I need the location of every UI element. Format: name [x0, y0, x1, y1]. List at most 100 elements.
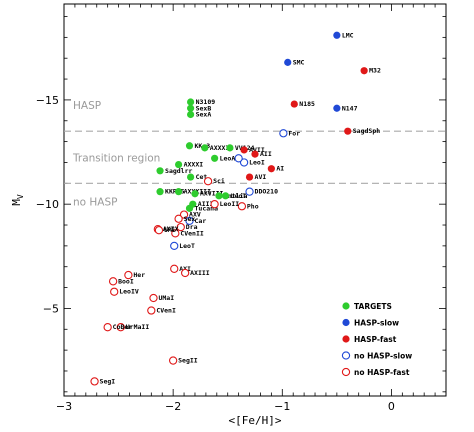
point-label: LeoT	[231, 192, 247, 200]
data-point	[156, 167, 164, 175]
point-label: N147	[342, 104, 358, 112]
point-label: LeoI	[249, 158, 265, 166]
x-tick-label: −1	[274, 400, 290, 413]
point-label: M32	[369, 67, 381, 75]
x-axis-label: <[Fe/H]>	[229, 414, 282, 427]
point-label: Car	[195, 217, 207, 225]
data-point	[179, 210, 189, 219]
data-point	[245, 173, 254, 181]
data-point	[221, 192, 230, 200]
data-point	[110, 287, 119, 296]
point-label: SegII	[178, 357, 198, 365]
data-point	[210, 200, 219, 209]
legend-label: no HASP-fast	[354, 368, 410, 377]
point-label: UMi	[164, 226, 176, 234]
point-label: SagdSph	[353, 127, 380, 135]
point-label: SMC	[293, 58, 305, 66]
point-label: SexB	[196, 104, 212, 112]
data-point	[180, 268, 190, 278]
data-point	[124, 270, 133, 280]
data-point	[284, 58, 292, 66]
data-point	[237, 202, 247, 211]
data-point	[175, 188, 183, 196]
data-point	[215, 192, 223, 200]
plot-frame	[63, 3, 447, 397]
point-label: Tucana	[195, 204, 219, 212]
data-point	[360, 67, 368, 75]
y-axis-label: MV	[10, 194, 25, 206]
legend-marker	[342, 335, 350, 343]
point-label: AIII	[198, 200, 214, 208]
point-label: LeoT	[179, 242, 195, 250]
y-tick-label: −5	[43, 302, 59, 315]
point-label: CVenII	[180, 229, 204, 237]
data-point	[154, 226, 164, 235]
data-point	[187, 173, 195, 181]
data-point	[103, 323, 112, 332]
point-label: Her	[133, 271, 145, 279]
point-label: AI	[276, 165, 284, 173]
data-point	[239, 158, 249, 167]
point-label: N3109	[196, 98, 216, 106]
data-point	[290, 100, 298, 108]
point-label: LeoII	[220, 200, 240, 208]
data-point	[149, 293, 158, 303]
data-point	[211, 154, 219, 162]
data-point	[203, 177, 213, 186]
data-point	[245, 187, 254, 196]
point-label: BooI	[118, 277, 134, 285]
data-point	[267, 165, 275, 173]
x-tick-label: −2	[165, 400, 181, 413]
region-group: HASP Transition region no HASP	[64, 100, 446, 208]
data-point	[90, 377, 99, 386]
point-label: CoBer	[113, 323, 133, 331]
data-point	[344, 127, 352, 135]
data-point	[168, 356, 178, 365]
point-label: AXI	[179, 265, 191, 273]
data-point	[156, 188, 164, 196]
legend-marker	[341, 367, 351, 377]
point-label: CVenI	[156, 307, 176, 315]
data-point	[170, 264, 179, 273]
point-label: LMC	[342, 31, 354, 39]
point-label: N185	[299, 100, 315, 108]
data-point	[191, 190, 199, 198]
legend-label: no HASP-slow	[354, 352, 412, 361]
point-label: SexA	[196, 111, 212, 119]
point-label: Pho	[247, 202, 259, 210]
point-label: Cet	[196, 173, 208, 181]
data-point	[108, 277, 118, 286]
data-point	[187, 98, 195, 106]
point-label: AVII	[249, 146, 265, 154]
axis-ticks: −3 −2 −1 0−5−10−15	[36, 4, 447, 413]
data-point	[171, 229, 180, 238]
nohasp-region-label: no HASP	[73, 196, 118, 208]
data-point	[279, 129, 288, 138]
point-label: UrMaII	[126, 323, 150, 331]
point-label: AXVIII	[200, 190, 224, 198]
hasp-region-label: HASP	[73, 100, 101, 112]
data-point	[187, 104, 195, 112]
legend-marker	[342, 302, 350, 310]
data-point	[187, 110, 195, 119]
point-label: SegI	[100, 377, 116, 385]
legend-label: TARGETS	[354, 302, 392, 311]
point-label: AVI	[255, 173, 267, 181]
data-point	[185, 142, 194, 150]
data-points: N3109SexBSexAKKs3AXXXIIVV124LeoAAXXXISag…	[90, 31, 381, 386]
point-label: KKR25	[165, 188, 185, 196]
data-point	[185, 216, 194, 226]
point-label: AXXXI	[184, 161, 204, 169]
point-label: Sagdlrr	[165, 167, 192, 175]
data-point	[176, 222, 185, 232]
data-point	[333, 104, 341, 112]
point-label: DDO210	[255, 188, 279, 196]
point-label: AXXXII	[210, 144, 234, 152]
transition-region-label: Transition region	[72, 152, 160, 164]
point-label: LeoIV	[119, 288, 139, 296]
data-point	[251, 150, 259, 158]
point-label: Sex	[184, 215, 196, 223]
legend: TARGETS HASP-slow HASP-fast no HASP-slow no …	[341, 302, 412, 377]
point-label: Sci	[213, 177, 225, 185]
